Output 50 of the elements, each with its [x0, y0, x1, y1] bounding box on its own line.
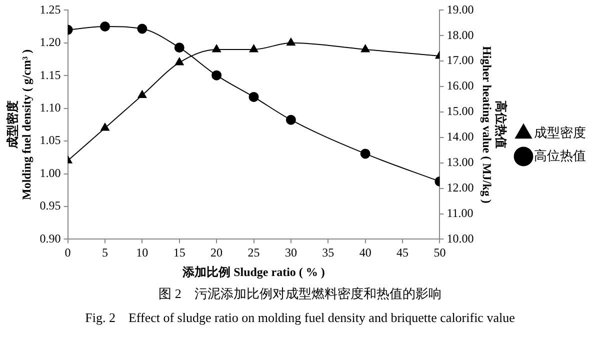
y-tick-label: 1.05	[40, 133, 61, 148]
point	[138, 90, 147, 98]
y2-tick-label: 18.00	[446, 28, 474, 42]
caption: 图 2 污泥添加比例对成型燃料密度和热值的影响	[158, 285, 442, 303]
point	[100, 21, 110, 32]
legend-label: 成型密度	[534, 124, 586, 140]
legend-label: 高位热值	[534, 148, 586, 163]
point	[137, 24, 148, 34]
x-tick-label: 10	[136, 246, 148, 260]
x-tick-label: 0	[64, 246, 71, 260]
x-tick-label: 30	[284, 246, 297, 260]
y2-tick-label: 12.00	[446, 180, 474, 194]
x-tick-label: 25	[248, 246, 260, 260]
y2-tick-label: 10.00	[446, 231, 474, 246]
y2-tick-label: 15.00	[446, 104, 474, 118]
x-tick-label: 35	[322, 246, 334, 260]
x-tick-label: 40	[359, 246, 372, 260]
y2-tick-label: 17.00	[446, 53, 474, 68]
x-tick-label: 45	[396, 246, 409, 260]
point	[286, 38, 296, 46]
point	[248, 92, 259, 102]
point	[212, 70, 222, 80]
y-tick-label: 1.10	[40, 100, 61, 114]
y2-tick-label: 16.00	[446, 78, 474, 93]
y-tick-label: 1.00	[40, 166, 61, 180]
y-tick-label: 1.15	[40, 68, 61, 82]
x-tick-label: 5	[102, 246, 108, 260]
caption: Fig. 2 Effect of sludge ratio on molding fuel density and briquette calorific value	[84, 309, 516, 327]
y2-tick-label: 11.00	[446, 206, 474, 220]
x-tick-label: 20	[210, 246, 223, 260]
point	[100, 122, 110, 131]
x-tick-label: 50	[434, 246, 446, 260]
y-tick-label: 0.95	[40, 198, 61, 213]
x-tick-label: 15	[173, 246, 186, 260]
point	[360, 148, 370, 159]
y-tick-label: 0.90	[40, 231, 61, 246]
y2-tick-label: 19.00	[446, 2, 474, 16]
point	[174, 42, 184, 53]
y-tick-label: 1.20	[40, 35, 61, 50]
y2-axis-title: 高位热值 Higher heating value ( MJ/kg )	[480, 46, 508, 204]
y-tick-label: 1.25	[40, 2, 61, 16]
point	[286, 114, 296, 125]
y-axis-title: 成型密度 Molding fuel density ( g/cm³ )	[5, 49, 34, 200]
y2-tick-label: 14.00	[446, 130, 474, 144]
point	[249, 44, 258, 52]
point	[174, 58, 184, 66]
y2-tick-label: 13.00	[446, 155, 474, 170]
x-axis-title: 添加比例 Sludge ratio ( % )	[182, 264, 325, 279]
point	[212, 44, 221, 52]
point	[360, 44, 370, 52]
